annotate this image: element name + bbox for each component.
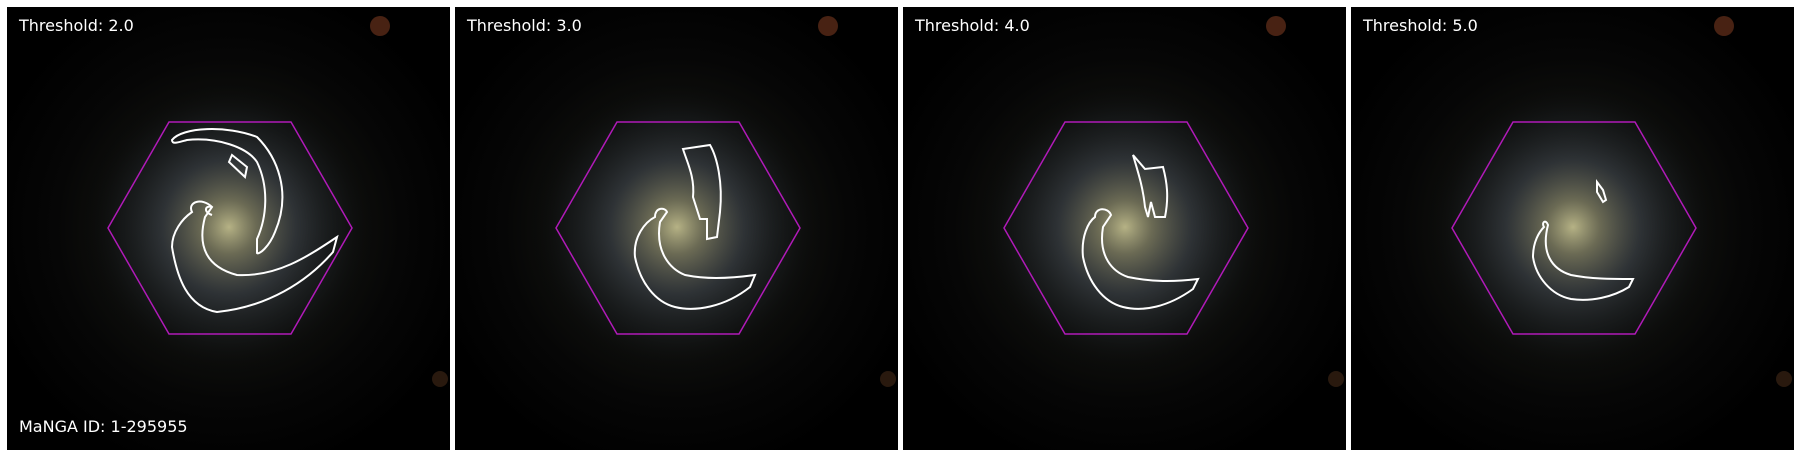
spiral-arm-contour (1596, 179, 1608, 204)
galaxy-image (1423, 16, 1792, 387)
ifu-hexagon (1003, 121, 1249, 335)
threshold-label: Threshold: 5.0 (1363, 16, 1478, 35)
galaxy-image (79, 16, 448, 387)
background-star (818, 16, 838, 36)
background-star (1328, 371, 1344, 387)
galaxy-glow (79, 77, 379, 377)
galaxy-glow (527, 77, 827, 377)
spiral-arm-contour (1081, 208, 1200, 310)
galaxy-panel-threshold-2: Threshold: 2.0 MaNGA ID: 1-295955 (7, 7, 450, 450)
spiral-arm-contour (1132, 154, 1169, 218)
background-star (1776, 371, 1792, 387)
background-star (1714, 16, 1734, 36)
spiral-arm-contour (227, 153, 249, 179)
manga-id-label: MaNGA ID: 1-295955 (19, 417, 188, 436)
galaxy-image (975, 16, 1344, 387)
spiral-arm-contour (170, 200, 339, 314)
galaxy-image (527, 16, 896, 387)
galaxy-panel-threshold-5: Threshold: 5.0 (1351, 7, 1794, 450)
background-star (432, 371, 448, 387)
threshold-label: Threshold: 4.0 (915, 16, 1030, 35)
threshold-label: Threshold: 2.0 (19, 16, 134, 35)
ifu-hexagon (1451, 121, 1697, 335)
galaxy-glow (1423, 77, 1723, 377)
spiral-arm-contour (1531, 220, 1635, 301)
background-star (370, 16, 390, 36)
galaxy-glow (975, 77, 1275, 377)
spiral-arm-contour (633, 207, 757, 310)
background-star (880, 371, 896, 387)
ifu-hexagon (555, 121, 801, 335)
galaxy-panel-threshold-3: Threshold: 3.0 (455, 7, 898, 450)
spiral-arm-contour (681, 143, 722, 241)
background-star (1266, 16, 1286, 36)
ifu-hexagon (107, 121, 353, 335)
spiral-arm-contour (170, 128, 284, 255)
galaxy-panel-threshold-4: Threshold: 4.0 (903, 7, 1346, 450)
threshold-label: Threshold: 3.0 (467, 16, 582, 35)
